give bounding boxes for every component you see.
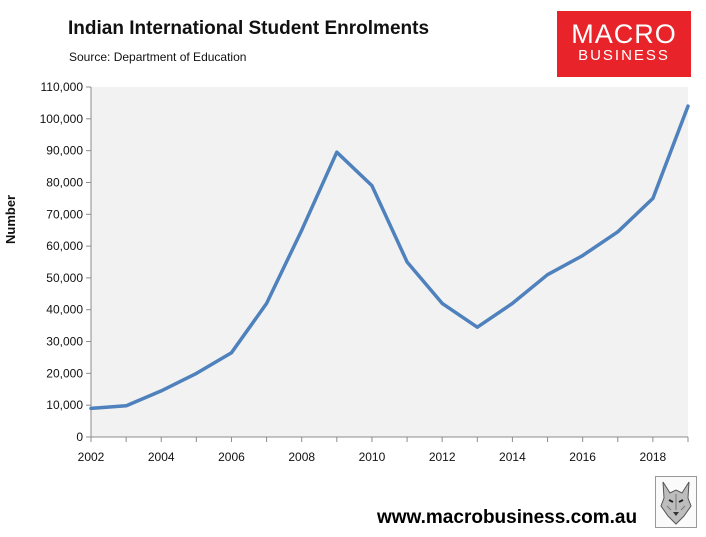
data-point: [124, 404, 128, 408]
x-tick-label: 2004: [148, 450, 175, 464]
x-tick-label: 2016: [569, 450, 596, 464]
wolf-logo-icon: [655, 476, 697, 528]
data-point: [370, 184, 374, 188]
data-point: [229, 351, 233, 355]
data-point: [405, 260, 409, 264]
logo-line2: BUSINESS: [578, 47, 670, 64]
x-ticks: 2002 2004 2006 2008 2010 2012 2014 2016 2018: [78, 437, 689, 464]
y-tick-label: 20,000: [46, 366, 83, 380]
data-point: [686, 104, 690, 108]
data-point: [581, 254, 585, 258]
y-tick-label: 0: [76, 430, 83, 444]
y-ticks: 0 10,000 20,000 30,000 40,000 50,000 60,000 70,…: [40, 80, 91, 444]
data-point: [300, 228, 304, 232]
data-point: [440, 301, 444, 305]
y-tick-label: 30,000: [46, 335, 83, 349]
x-tick-label: 2014: [499, 450, 526, 464]
y-tick-label: 60,000: [46, 239, 83, 253]
data-point: [194, 371, 198, 375]
series-line: [89, 104, 690, 411]
plot-area: [91, 87, 688, 437]
macrobusiness-logo: MACRO BUSINESS: [557, 11, 691, 77]
data-point: [335, 150, 339, 154]
y-tick-label: 110,000: [41, 80, 84, 94]
data-points: [89, 104, 690, 410]
y-tick-label: 40,000: [46, 303, 83, 317]
x-tick-label: 2010: [359, 450, 386, 464]
data-point: [265, 301, 269, 305]
y-tick-label: 70,000: [46, 207, 83, 221]
x-tick-label: 2006: [218, 450, 245, 464]
data-point: [159, 389, 163, 393]
x-tick-label: 2012: [429, 450, 456, 464]
x-tick-label: 2002: [78, 450, 105, 464]
y-tick-label: 80,000: [46, 175, 83, 189]
chart-title: Indian International Student Enrolments: [68, 18, 430, 39]
logo-line1: MACRO: [571, 19, 677, 49]
data-point: [89, 406, 93, 410]
data-point: [546, 273, 550, 277]
y-tick-label: 90,000: [46, 144, 83, 158]
y-tick-label: 50,000: [46, 271, 83, 285]
x-tick-label: 2008: [288, 450, 315, 464]
website-url: www.macrobusiness.com.au: [377, 507, 638, 528]
x-tick-label: 2018: [640, 450, 667, 464]
data-point: [616, 230, 620, 234]
y-tick-label: 100,000: [40, 112, 84, 126]
y-tick-label: 10,000: [46, 398, 83, 412]
data-point: [651, 196, 655, 200]
data-point: [475, 325, 479, 329]
data-point: [510, 301, 514, 305]
chart-source: Source: Department of Education: [69, 50, 247, 64]
